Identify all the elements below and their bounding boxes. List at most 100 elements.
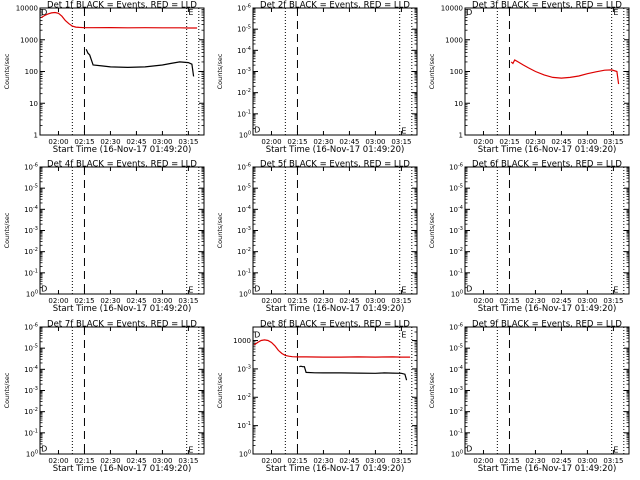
y-tick-label: 10-2 bbox=[237, 247, 251, 256]
x-axis-title: Start Time (16-Nov-17 01:49:20) bbox=[266, 464, 405, 474]
x-tick-label: 02:15 bbox=[287, 297, 307, 305]
y-tick-label: 100 bbox=[239, 290, 251, 299]
marker-D: D bbox=[41, 285, 47, 294]
chart-title: Det 3f BLACK = Events, RED = LLD bbox=[472, 1, 622, 11]
x-tick-label: 02:45 bbox=[339, 138, 359, 146]
marker-D: D bbox=[466, 445, 472, 454]
chart-panel-3: Det 3f BLACK = Events, RED = LLD 02:00 02:… bbox=[428, 1, 630, 155]
x-tick-label: 03:00 bbox=[365, 138, 385, 146]
y-tick-label: 10-6 bbox=[449, 323, 463, 332]
y-tick-label: 10-5 bbox=[449, 344, 463, 353]
plot-frame bbox=[39, 7, 205, 136]
y-tick-label: 10-1 bbox=[24, 428, 38, 437]
y-tick-label: 10000 bbox=[441, 5, 463, 13]
y-tick-label: 100 bbox=[239, 131, 251, 140]
x-axis-title: Start Time (16-Nov-17 01:49:20) bbox=[478, 304, 617, 314]
y-tick-label: 10-5 bbox=[24, 184, 38, 193]
y-tick-label: 100 bbox=[26, 290, 38, 299]
y-tick-label: 100 bbox=[451, 450, 463, 459]
y-tick-label: 100 bbox=[450, 68, 463, 76]
y-tick-label: 1000 bbox=[445, 36, 463, 44]
marker-E: E bbox=[188, 286, 193, 295]
x-tick-label: 02:00 bbox=[473, 297, 493, 305]
y-tick-label: 10-3 bbox=[237, 364, 251, 373]
plot-frame bbox=[39, 166, 205, 295]
y-tick-label: 10-3 bbox=[237, 67, 251, 76]
marker-D: D bbox=[254, 126, 260, 135]
x-tick-label: 02:15 bbox=[499, 457, 519, 465]
chart-panel-1: Det 1f BLACK = Events, RED = LLD 02:00 02:… bbox=[3, 1, 205, 155]
series-line-events bbox=[299, 365, 408, 381]
plot-frame bbox=[252, 326, 418, 455]
chart-title: Det 7f BLACK = Events, RED = LLD bbox=[47, 320, 197, 330]
x-tick-label: 02:15 bbox=[499, 138, 519, 146]
y-tick-label: 10-4 bbox=[449, 365, 463, 374]
y-tick-label: 10-3 bbox=[24, 226, 38, 235]
x-tick-label: 03:00 bbox=[152, 297, 172, 305]
y-tick-label: 10-1 bbox=[237, 268, 251, 277]
x-tick-label: 02:00 bbox=[261, 138, 281, 146]
x-tick-label: 03:00 bbox=[152, 138, 172, 146]
x-tick-label: 03:00 bbox=[365, 457, 385, 465]
x-axis-title: Start Time (16-Nov-17 01:49:20) bbox=[478, 464, 617, 474]
y-axis-title: Counts/sec bbox=[3, 53, 11, 89]
marker-E: E bbox=[613, 286, 618, 295]
x-tick-label: 02:45 bbox=[551, 457, 571, 465]
chart-title: Det 9f BLACK = Events, RED = LLD bbox=[472, 320, 622, 330]
chart-title: Det 4f BLACK = Events, RED = LLD bbox=[47, 160, 197, 170]
plot-frame bbox=[464, 166, 630, 295]
x-tick-label: 02:45 bbox=[551, 297, 571, 305]
x-tick-label: 02:15 bbox=[287, 457, 307, 465]
y-tick-label: 10-3 bbox=[237, 226, 251, 235]
y-tick-label: 10-4 bbox=[237, 205, 251, 214]
series-line-lld bbox=[253, 339, 411, 358]
chart-panel-8: Det 8f BLACK = Events, RED = LLD 02:00 02:… bbox=[216, 320, 418, 474]
x-tick-label: 02:45 bbox=[126, 297, 146, 305]
y-tick-label: 10-4 bbox=[24, 365, 38, 374]
x-tick-label: 02:00 bbox=[48, 297, 68, 305]
y-axis-title: Counts/sec bbox=[428, 53, 436, 89]
y-tick-label: 10-6 bbox=[24, 163, 38, 172]
y-tick-label: 1000 bbox=[233, 337, 251, 345]
plot-frame bbox=[39, 326, 205, 455]
x-axis-title: Start Time (16-Nov-17 01:49:20) bbox=[478, 145, 617, 155]
marker-E: E bbox=[401, 127, 406, 136]
x-tick-label: 02:00 bbox=[48, 457, 68, 465]
marker-D: D bbox=[41, 445, 47, 454]
marker-D: D bbox=[254, 285, 260, 294]
x-tick-label: 02:45 bbox=[339, 297, 359, 305]
y-tick-label: 1000 bbox=[20, 36, 38, 44]
marker-E: E bbox=[401, 286, 406, 295]
x-tick-label: 03:00 bbox=[152, 457, 172, 465]
y-tick-label: 10-1 bbox=[449, 268, 463, 277]
x-tick-label: 02:30 bbox=[313, 138, 333, 146]
marker-D: D bbox=[254, 331, 260, 340]
marker-E: E bbox=[188, 446, 193, 455]
y-tick-label: 10-1 bbox=[449, 428, 463, 437]
x-tick-label: 03:15 bbox=[603, 457, 623, 465]
x-tick-label: 02:30 bbox=[313, 297, 333, 305]
marker-E: E bbox=[613, 446, 618, 455]
marker-D: D bbox=[466, 285, 472, 294]
x-tick-label: 03:15 bbox=[391, 138, 411, 146]
marker-E: E bbox=[401, 331, 406, 340]
x-tick-label: 02:30 bbox=[525, 297, 545, 305]
y-tick-label: 10-1 bbox=[237, 109, 251, 118]
chart-title: Det 8f BLACK = Events, RED = LLD bbox=[260, 320, 410, 330]
y-tick-label: 10-3 bbox=[449, 386, 463, 395]
x-tick-label: 03:15 bbox=[603, 138, 623, 146]
x-tick-label: 02:15 bbox=[74, 138, 94, 146]
x-tick-label: 03:15 bbox=[178, 457, 198, 465]
x-tick-label: 02:00 bbox=[473, 138, 493, 146]
marker-D: D bbox=[466, 8, 472, 17]
x-tick-label: 02:30 bbox=[100, 138, 120, 146]
y-tick-label: 10-5 bbox=[237, 25, 251, 34]
y-axis-title: Counts/sec bbox=[216, 212, 224, 248]
y-tick-label: 10-1 bbox=[237, 421, 251, 430]
x-tick-label: 03:15 bbox=[603, 297, 623, 305]
y-tick-label: 10-3 bbox=[449, 226, 463, 235]
y-tick-label: 10-2 bbox=[24, 407, 38, 416]
x-tick-label: 02:15 bbox=[74, 457, 94, 465]
